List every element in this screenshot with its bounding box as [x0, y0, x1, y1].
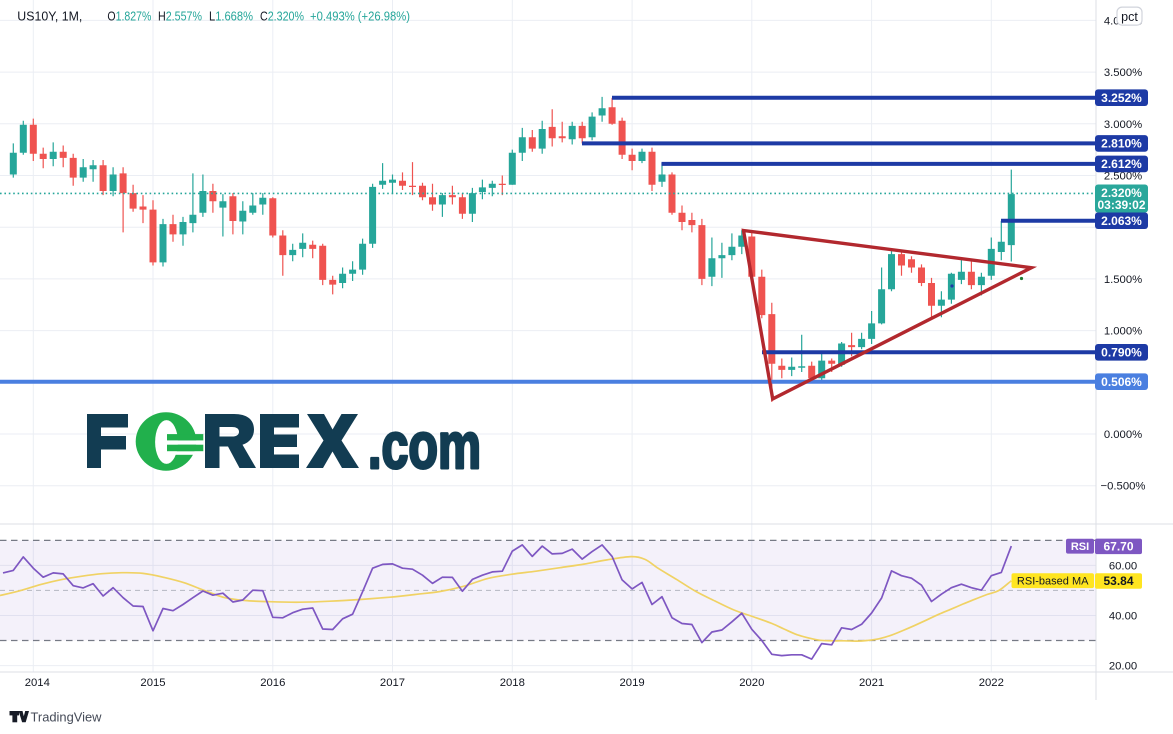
svg-text:RSI-based MA: RSI-based MA: [1017, 576, 1089, 588]
svg-text:2016: 2016: [260, 677, 285, 689]
svg-text:0.000%: 0.000%: [1104, 429, 1142, 441]
svg-text:0.506%: 0.506%: [1101, 375, 1142, 389]
svg-text:−0.500%: −0.500%: [1101, 481, 1146, 493]
svg-text:20.00: 20.00: [1109, 661, 1137, 673]
svg-text:pct: pct: [1121, 10, 1138, 24]
svg-text:O1.827%: O1.827%: [107, 10, 151, 24]
svg-text:US10Y, 1M,: US10Y, 1M,: [17, 10, 82, 24]
svg-text:03:39:02: 03:39:02: [1097, 198, 1145, 212]
svg-text:3.500%: 3.500%: [1104, 67, 1142, 79]
svg-text:RSI: RSI: [1071, 541, 1089, 553]
svg-text:2021: 2021: [859, 677, 884, 689]
svg-text:2020: 2020: [739, 677, 764, 689]
svg-text:53.84: 53.84: [1103, 574, 1133, 588]
svg-text:1.500%: 1.500%: [1104, 274, 1142, 286]
svg-text:2014: 2014: [25, 677, 50, 689]
svg-text:2015: 2015: [140, 677, 165, 689]
svg-text:2.612%: 2.612%: [1101, 157, 1142, 171]
svg-text:2022: 2022: [979, 677, 1004, 689]
svg-text:2.810%: 2.810%: [1101, 137, 1142, 151]
svg-text:TradingView: TradingView: [31, 710, 103, 725]
svg-text:3.252%: 3.252%: [1101, 91, 1142, 105]
svg-text:2017: 2017: [380, 677, 405, 689]
svg-text:.com: .com: [368, 409, 481, 482]
svg-text:C2.320%: C2.320%: [260, 10, 304, 24]
svg-text:40.00: 40.00: [1109, 611, 1137, 623]
svg-text:H2.557%: H2.557%: [158, 10, 202, 24]
svg-text:2.500%: 2.500%: [1104, 171, 1142, 183]
svg-text:L1.668%: L1.668%: [209, 10, 253, 24]
svg-text:2.320%: 2.320%: [1101, 186, 1142, 200]
svg-text:0.790%: 0.790%: [1101, 346, 1142, 360]
svg-text:1.000%: 1.000%: [1104, 326, 1142, 338]
svg-text:3.000%: 3.000%: [1104, 119, 1142, 131]
svg-text:+0.493% (+26.98%): +0.493% (+26.98%): [310, 10, 410, 24]
svg-text:2.063%: 2.063%: [1101, 214, 1142, 228]
svg-text:60.00: 60.00: [1109, 560, 1137, 572]
svg-text:2018: 2018: [500, 677, 525, 689]
svg-text:2019: 2019: [620, 677, 645, 689]
svg-text:67.70: 67.70: [1103, 539, 1133, 553]
